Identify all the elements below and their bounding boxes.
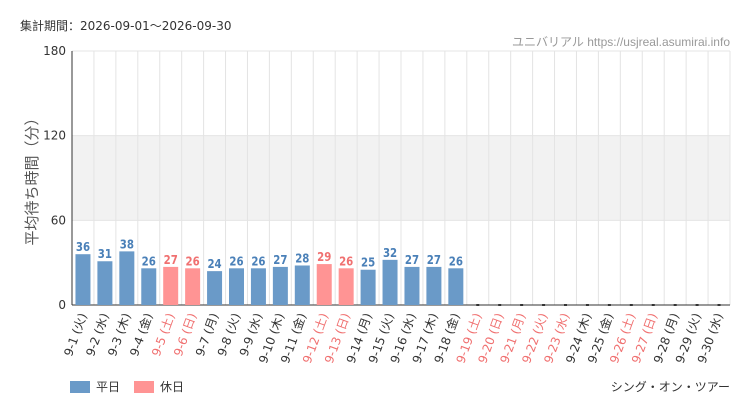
bar: [207, 271, 223, 305]
data-label: 26: [142, 255, 156, 269]
chart-legend: 平日 休日: [70, 378, 198, 395]
legend-label-weekday: 平日: [96, 380, 121, 394]
bar: [426, 266, 442, 305]
bar: [141, 268, 157, 305]
data-label: 25: [361, 256, 375, 270]
legend-item-weekday: 平日: [70, 378, 120, 395]
attraction-name: シング・オン・ツアー: [610, 380, 730, 394]
data-label: 26: [251, 255, 265, 269]
site-credit: ユニバリアル https://usjreal.asumirai.info: [512, 35, 730, 49]
y-tick-label: 180: [43, 44, 66, 58]
data-label: 29: [317, 250, 331, 264]
data-label: 32: [383, 246, 397, 260]
y-tick-label: 60: [51, 213, 66, 227]
bar: [382, 259, 398, 305]
data-label: 26: [449, 255, 463, 269]
bar: [250, 268, 266, 305]
bar: [185, 268, 201, 305]
bar: [294, 265, 310, 305]
data-label: 27: [164, 253, 178, 267]
bar: [448, 268, 464, 305]
data-label: 27: [405, 253, 419, 267]
y-tick-label: 120: [43, 129, 66, 143]
legend-swatch-weekday: [70, 380, 90, 393]
bar: [163, 266, 179, 305]
y-tick-label: 0: [58, 298, 66, 312]
bar: [97, 261, 113, 305]
bar: [229, 268, 244, 305]
bar: [119, 251, 135, 305]
y-axis-title: 平均待ち時間（分）: [23, 110, 41, 245]
bar: [404, 266, 420, 305]
bar: [360, 269, 376, 305]
bar: [272, 266, 288, 305]
data-label: 27: [427, 253, 441, 267]
data-label: 38: [120, 238, 134, 252]
data-label: 36: [76, 240, 90, 254]
legend-swatch-holiday: [134, 380, 155, 393]
data-label: 26: [229, 255, 243, 269]
legend-label-holiday: 休日: [160, 380, 185, 394]
data-label: 24: [207, 257, 221, 271]
data-label: 28: [295, 252, 309, 266]
aggregation-period: 集計期間：2026-09-01～2026-09-30: [20, 19, 232, 33]
bar: [75, 254, 91, 305]
legend-item-holiday: 休日: [134, 378, 184, 395]
bar: [338, 268, 354, 305]
data-label: 31: [98, 247, 112, 261]
data-label: 26: [186, 255, 200, 269]
data-label: 27: [273, 253, 287, 267]
data-label: 26: [339, 255, 353, 269]
bar: [316, 264, 332, 305]
